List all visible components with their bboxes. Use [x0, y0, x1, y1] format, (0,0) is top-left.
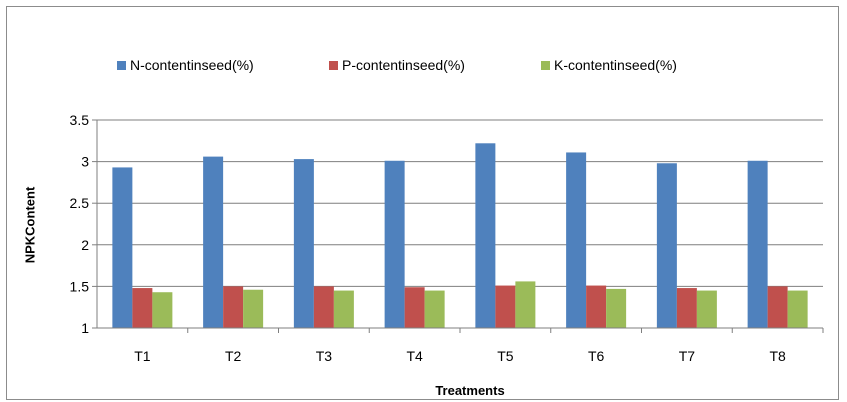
x-tick-label-t5: T5 — [497, 348, 514, 364]
bar-p-t5 — [495, 285, 516, 328]
bar-k-t2 — [243, 289, 264, 328]
legend-swatch-k — [541, 60, 550, 70]
bar-p-t3 — [313, 286, 334, 328]
bar-k-t6 — [606, 288, 627, 328]
legend-item-n: N-contentinseed(%) — [117, 57, 254, 73]
bar-k-t3 — [333, 290, 354, 328]
y-tick-label: 2.5 — [70, 195, 90, 211]
bar-n-t2 — [203, 156, 224, 328]
x-tick-label-t8: T8 — [769, 348, 786, 364]
legend-label-k: K-contentinseed(%) — [554, 57, 677, 73]
bar-k-t1 — [152, 292, 173, 328]
x-tick-label-t1: T1 — [134, 348, 151, 364]
legend-swatch-n — [117, 60, 126, 70]
bar-p-t6 — [586, 285, 607, 328]
bar-n-t1 — [112, 167, 133, 328]
x-axis-label: Treatments — [435, 383, 505, 398]
bar-k-t7 — [696, 290, 717, 328]
bar-p-t2 — [223, 286, 244, 328]
bar-k-t8 — [787, 290, 808, 328]
legend-label-n: N-contentinseed(%) — [130, 57, 254, 73]
bar-n-t7 — [656, 163, 677, 328]
bar-n-t3 — [293, 159, 314, 328]
legend-swatch-p — [329, 60, 338, 70]
x-tick-label-t7: T7 — [679, 348, 696, 364]
legend-item-k: K-contentinseed(%) — [541, 57, 677, 73]
legend-item-p: P-contentinseed(%) — [329, 57, 465, 73]
bar-k-t5 — [515, 281, 536, 328]
bar-n-t8 — [747, 160, 768, 328]
bar-n-t5 — [475, 143, 496, 328]
bar-n-t6 — [566, 152, 587, 328]
y-tick-label: 1.5 — [70, 278, 90, 294]
x-tick-label-t3: T3 — [316, 348, 333, 364]
legend: N-contentinseed(%) P-contentinseed(%) K-… — [0, 57, 847, 77]
x-tick-label-t2: T2 — [225, 348, 242, 364]
x-tick-label-t6: T6 — [588, 348, 605, 364]
bar-n-t4 — [384, 160, 405, 328]
bar-p-t1 — [132, 288, 153, 328]
y-tick-label: 2 — [81, 237, 89, 253]
y-tick-label: 3 — [81, 154, 89, 170]
y-tick-label: 3.5 — [70, 112, 90, 128]
y-axis-label: NPKContent — [22, 186, 38, 264]
y-tick-label: 1 — [81, 320, 89, 336]
bar-p-t4 — [404, 287, 425, 328]
legend-label-p: P-contentinseed(%) — [342, 57, 465, 73]
bar-k-t4 — [424, 290, 445, 328]
bar-p-t7 — [676, 288, 697, 328]
bar-p-t8 — [767, 286, 788, 328]
x-tick-label-t4: T4 — [406, 348, 423, 364]
